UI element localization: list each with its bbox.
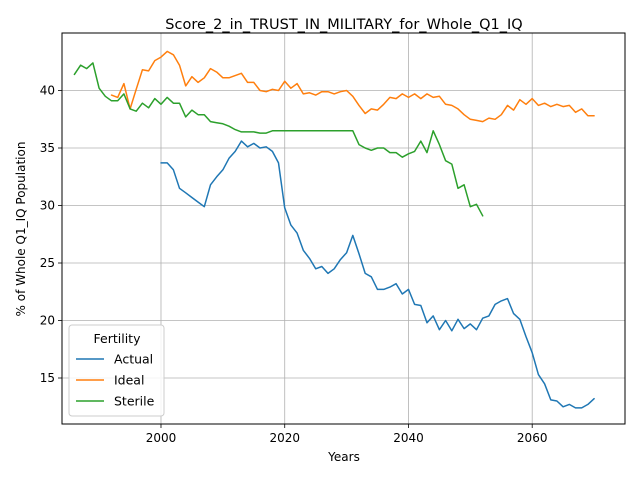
y-axis-title: % of Whole Q1_IQ Population: [14, 142, 28, 317]
y-tick-label: 40: [40, 84, 55, 98]
y-tick-label: 35: [40, 141, 55, 155]
series-line-actual: [160, 140, 595, 409]
legend-items: Actual Ideal Sterile: [76, 352, 155, 409]
legend: Fertility Actual Ideal Sterile: [68, 324, 165, 417]
series-layer: [73, 50, 595, 409]
x-axis-title: Years: [327, 450, 360, 464]
x-tick-label: 2020: [269, 431, 300, 445]
axis-ticks: 2000 2020 2040 2060 15 20 25 30 35 40: [40, 84, 548, 446]
y-tick-label: 20: [40, 314, 55, 328]
legend-label-sterile: Sterile: [114, 394, 155, 409]
series-line-sterile: [73, 62, 484, 217]
chart-title: Score_2_in_TRUST_IN_MILITARY_for_Whole_Q…: [165, 17, 522, 33]
legend-label-actual: Actual: [114, 352, 153, 367]
plot-frame: [61, 32, 626, 425]
x-tick-label: 2040: [393, 431, 424, 445]
y-tick-label: 25: [40, 256, 55, 270]
y-tick-label: 30: [40, 199, 55, 213]
legend-box: [68, 324, 165, 417]
x-tick-label: 2060: [517, 431, 548, 445]
x-tick-label: 2000: [146, 431, 177, 445]
series-line-ideal: [110, 50, 595, 123]
legend-title: Fertility: [94, 331, 142, 346]
y-tick-label: 15: [40, 371, 55, 385]
legend-label-ideal: Ideal: [114, 373, 144, 388]
